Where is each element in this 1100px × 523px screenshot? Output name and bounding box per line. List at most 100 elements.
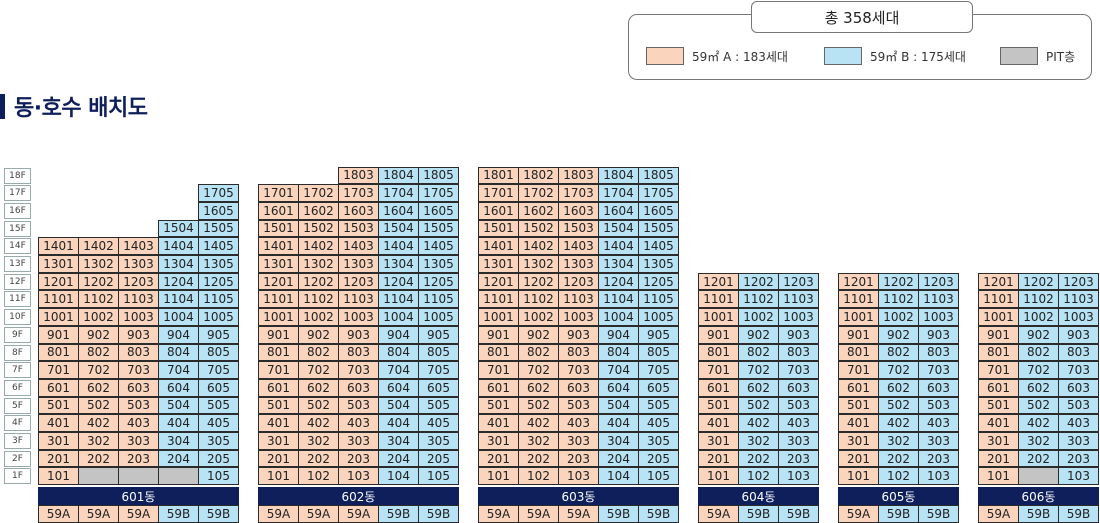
unit-cell: 1002 — [298, 308, 339, 326]
unit-cell: 1404 — [378, 237, 419, 256]
unit-cell: 302 — [1018, 432, 1059, 450]
unit-cell: 203 — [778, 449, 819, 468]
unit-cell: 1201 — [478, 272, 519, 291]
unit-cell: 203 — [338, 449, 379, 468]
legend-label-59a: 59㎡ A : 183세대 — [692, 49, 788, 64]
unit-cell: 505 — [198, 396, 239, 415]
unit-cell: 804 — [598, 343, 639, 362]
unit-type-label: 59A — [78, 505, 119, 523]
unit-cell: 301 — [838, 432, 879, 450]
unit-cell: 1204 — [378, 272, 419, 291]
unit-cell: 201 — [258, 449, 299, 468]
unit-cell: 401 — [838, 414, 879, 433]
unit-type-label: 59B — [598, 505, 639, 523]
unit-cell: 902 — [298, 325, 339, 344]
unit-cell: 601 — [258, 378, 299, 397]
unit-cell: 1002 — [518, 308, 559, 326]
unit-cell: 602 — [298, 378, 339, 397]
floor-label: 9F — [4, 326, 31, 343]
unit-cell: 1305 — [418, 255, 459, 273]
unit-cell: 701 — [978, 361, 1019, 379]
unit-cell: 302 — [298, 432, 339, 450]
unit-cell: 402 — [518, 414, 559, 433]
unit-cell: 205 — [638, 449, 679, 468]
unit-cell: 401 — [258, 414, 299, 433]
unit-cell: 1305 — [638, 255, 679, 273]
unit-cell: 1102 — [878, 290, 919, 309]
unit-cell: 1005 — [418, 308, 459, 326]
unit-cell: 303 — [778, 432, 819, 450]
unit-cell: 1202 — [298, 272, 339, 291]
unit-type-label: 59A — [838, 505, 879, 523]
unit-type-label: 59B — [418, 505, 459, 523]
floor-label: 2F — [4, 450, 31, 467]
unit-cell: 402 — [878, 414, 919, 433]
unit-cell: 1601 — [478, 201, 519, 220]
unit-cell: 503 — [338, 396, 379, 415]
unit-cell: 601 — [698, 378, 739, 397]
unit-cell: 101 — [838, 467, 879, 486]
unit-cell: 1403 — [118, 237, 159, 256]
unit-type-label: 59B — [918, 505, 959, 523]
unit-cell: 103 — [338, 467, 379, 486]
unit-cell: 702 — [518, 361, 559, 379]
unit-cell: 402 — [738, 414, 779, 433]
unit-cell: 202 — [298, 449, 339, 468]
unit-type-label: 59A — [478, 505, 519, 523]
unit-cell: 1802 — [518, 166, 559, 185]
unit-cell: 1003 — [918, 308, 959, 326]
unit-cell: 1003 — [118, 308, 159, 326]
unit-cell: 1103 — [1058, 290, 1099, 309]
unit-cell: 1601 — [258, 201, 299, 220]
unit-cell: 1605 — [198, 201, 239, 220]
unit-cell: 904 — [598, 325, 639, 344]
floor-label: 12F — [4, 273, 31, 290]
unit-cell: 102 — [518, 467, 559, 486]
building-name: 601동 — [38, 487, 239, 505]
unit-cell: 502 — [298, 396, 339, 415]
unit-cell: 902 — [878, 325, 919, 344]
unit-cell: 702 — [298, 361, 339, 379]
unit-cell: 1002 — [78, 308, 119, 326]
legend-swatch-59a — [646, 47, 684, 65]
unit-cell: 704 — [378, 361, 419, 379]
unit-cell: 1501 — [258, 219, 299, 238]
unit-cell: 1704 — [378, 184, 419, 202]
unit-cell: 105 — [418, 467, 459, 486]
unit-cell: 101 — [978, 467, 1019, 486]
unit-cell: 1605 — [418, 201, 459, 220]
building-name: 603동 — [478, 487, 679, 505]
unit-cell: 703 — [338, 361, 379, 379]
unit-cell: 503 — [778, 396, 819, 415]
unit-cell: 601 — [478, 378, 519, 397]
floor-label: 11F — [4, 291, 31, 308]
unit-type-label: 59A — [118, 505, 159, 523]
unit-cell: 1003 — [558, 308, 599, 326]
unit-cell: 1504 — [158, 219, 199, 238]
unit-cell: 503 — [918, 396, 959, 415]
unit-cell: 301 — [258, 432, 299, 450]
unit-cell: 1203 — [1058, 272, 1099, 291]
unit-cell: 604 — [378, 378, 419, 397]
unit-cell: 901 — [38, 325, 79, 344]
unit-cell: 404 — [378, 414, 419, 433]
floor-label: 10F — [4, 309, 31, 326]
unit-cell: 601 — [978, 378, 1019, 397]
unit-cell: 103 — [1058, 467, 1099, 486]
unit-cell: 1102 — [78, 290, 119, 309]
unit-cell: 302 — [518, 432, 559, 450]
unit-cell: 1604 — [378, 201, 419, 220]
unit-cell: 1205 — [418, 272, 459, 291]
unit-cell: 1505 — [638, 219, 679, 238]
unit-cell: 203 — [118, 449, 159, 468]
unit-cell: 903 — [1058, 325, 1099, 344]
legend-total: 총 358세대 — [751, 1, 973, 33]
unit-cell: 205 — [418, 449, 459, 468]
unit-cell: 602 — [78, 378, 119, 397]
unit-cell: 1203 — [558, 272, 599, 291]
unit-cell: 202 — [518, 449, 559, 468]
unit-cell: 703 — [1058, 361, 1099, 379]
unit-cell: 1404 — [598, 237, 639, 256]
unit-type-label: 59A — [258, 505, 299, 523]
unit-cell: 1602 — [298, 201, 339, 220]
